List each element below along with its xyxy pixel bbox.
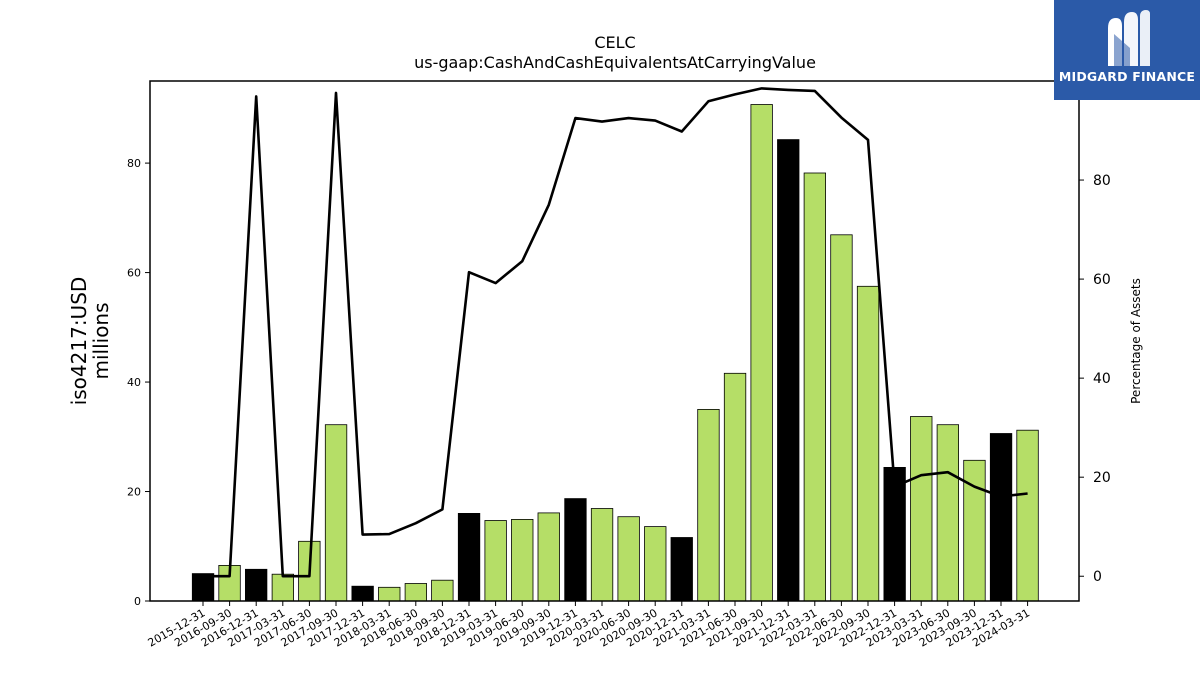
bar — [856, 285, 880, 602]
y-tick-label: 40 — [127, 376, 141, 389]
bar — [271, 573, 295, 602]
line-series — [203, 87, 1028, 578]
bar — [777, 139, 800, 602]
y-axis-label: iso4217:USDmillions — [67, 277, 113, 406]
bar — [1016, 429, 1039, 602]
bar — [910, 416, 933, 602]
bar — [830, 234, 853, 602]
bar — [431, 579, 454, 602]
bar — [244, 568, 268, 602]
bar — [750, 104, 773, 602]
bar — [457, 513, 481, 602]
bar — [989, 433, 1013, 602]
right-axis: 020406080100 — [1079, 74, 1120, 585]
x-axis: 2015-12-312016-09-302016-12-312017-03-31… — [146, 601, 1032, 650]
bar — [378, 586, 401, 602]
y-tick-label: 60 — [127, 267, 141, 280]
plot-frame — [149, 80, 1080, 602]
bar — [590, 508, 614, 602]
y2-tick-label: 80 — [1093, 173, 1111, 189]
bar — [351, 585, 374, 602]
bar — [484, 520, 507, 602]
y-tick-label: 0 — [134, 595, 141, 608]
bar — [723, 372, 747, 602]
bar — [564, 498, 587, 602]
bar — [644, 526, 667, 602]
bar — [511, 519, 534, 602]
y2-tick-label: 60 — [1093, 272, 1111, 288]
left-axis: 0 20 40 60 80 — [127, 157, 150, 608]
y-tick-label: 20 — [127, 486, 141, 499]
bar — [191, 573, 215, 602]
bar — [803, 172, 826, 602]
bar — [670, 537, 693, 602]
bar — [324, 424, 348, 602]
brand-logo-text: MIDGARD FINANCE — [1058, 69, 1196, 84]
bar — [537, 512, 560, 602]
y2-tick-label: 20 — [1093, 470, 1111, 486]
bar — [936, 424, 959, 602]
brand-logo: MIDGARD FINANCE — [1054, 0, 1200, 100]
midgard-logo-icon — [1108, 10, 1150, 66]
y-axis-label-line: iso4217:USD — [67, 277, 91, 406]
chart-subtitle: us-gaap:CashAndCashEquivalentsAtCarrying… — [414, 53, 816, 72]
y2-tick-label: 40 — [1093, 371, 1111, 387]
y-axis-label-line: millions — [89, 302, 113, 379]
percentage-line — [203, 87, 1028, 578]
y-tick-label: 80 — [127, 157, 141, 170]
bar-series — [191, 104, 1039, 602]
bar — [617, 516, 640, 602]
chart-title: CELC — [594, 33, 635, 52]
bar — [404, 583, 428, 602]
bar — [697, 408, 720, 602]
y2-axis-label: Percentage of Assets — [1129, 278, 1143, 404]
y2-tick-label: 0 — [1093, 569, 1102, 585]
